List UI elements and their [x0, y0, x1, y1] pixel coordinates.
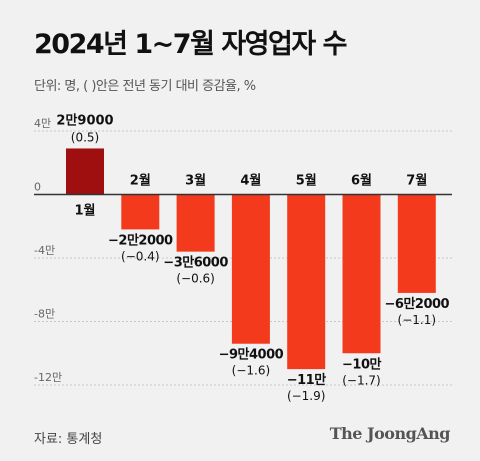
- bar: [121, 194, 160, 230]
- x-tick-label: 3월: [185, 173, 206, 189]
- data-label-value: −2만2000: [108, 232, 173, 248]
- data-label-value: −6만2000: [385, 296, 450, 312]
- x-tick-label: 4월: [240, 173, 261, 189]
- x-tick-label: 6월: [351, 173, 372, 189]
- y-tick-label: -8만: [34, 308, 55, 321]
- data-label-value: 2만9000: [56, 112, 113, 128]
- x-tick-label: 7월: [406, 173, 427, 189]
- y-tick-label: -12만: [34, 371, 62, 384]
- data-label-percent: (−1.9): [287, 389, 326, 403]
- source-note: 자료: 통계청: [34, 432, 103, 447]
- data-label-value: −11만: [287, 372, 326, 388]
- y-tick-label: -4만: [34, 244, 55, 257]
- data-label-percent: (−1.6): [232, 364, 271, 378]
- x-tick-label: 5월: [296, 173, 317, 189]
- bar: [231, 194, 270, 344]
- y-tick-label: 4만: [34, 117, 51, 130]
- x-tick-label: 1월: [74, 203, 95, 219]
- data-label-percent: (−0.4): [121, 249, 160, 263]
- bar: [397, 194, 436, 293]
- data-label-value: −3만6000: [163, 255, 228, 271]
- x-tick-label: 2월: [130, 173, 151, 189]
- data-label-value: −9만4000: [219, 347, 284, 363]
- data-label-percent: (−1.7): [342, 373, 381, 387]
- data-label-value: −10만: [342, 356, 381, 372]
- bar: [342, 194, 381, 354]
- data-label-percent: (−0.6): [176, 272, 215, 286]
- bar: [176, 194, 215, 252]
- data-label-percent: (−1.1): [398, 313, 437, 327]
- y-tick-label: 0: [34, 181, 41, 194]
- bar: [66, 148, 104, 195]
- bar: [287, 194, 326, 370]
- brand-logo: The JoongAng: [329, 424, 451, 443]
- page-title: 2024년 1~7월 자영업자 수: [34, 29, 347, 60]
- chart-subtitle: 단위: 명, ( )안은 전년 동기 대비 증감율, %: [34, 79, 256, 94]
- data-label-percent: (0.5): [71, 130, 99, 144]
